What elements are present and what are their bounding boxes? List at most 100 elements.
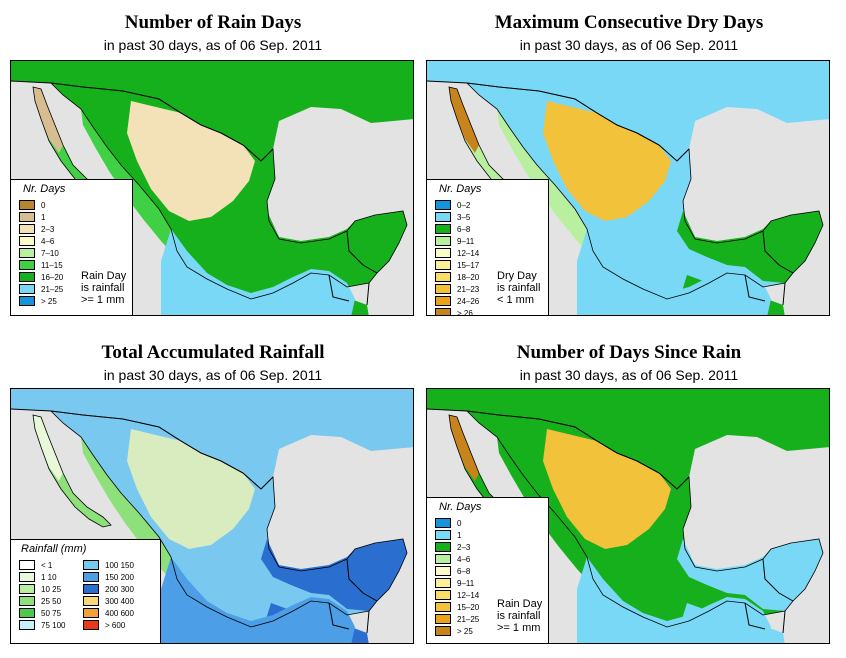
coastline [465, 410, 824, 628]
legend-label: 0 [41, 200, 46, 210]
legend-item: 1 [19, 212, 45, 222]
legend-label: 18–20 [457, 272, 480, 282]
legend-swatch [19, 260, 35, 270]
legend-swatch [19, 284, 35, 294]
country-border [366, 282, 370, 306]
legend-swatch [19, 620, 35, 630]
note-line: Rain Day [497, 598, 543, 610]
legend-label: 15–20 [457, 602, 480, 612]
legend-label: 16–20 [41, 272, 64, 282]
map-dry-days: Nr. Days 0–2 3–5 6–8 9–11 12–14 15–17 18–20 21–… [426, 60, 830, 316]
definition-note: Rain Day is rainfall >= 1 mm [81, 270, 126, 306]
legend-swatch [19, 236, 35, 246]
panel-rain-days: Number of Rain Days in past 30 days, as … [8, 0, 418, 330]
definition-note: Dry Day is rainfall < 1 mm [497, 270, 540, 306]
legend-label: 100 150 [105, 560, 134, 570]
country-border [744, 274, 766, 302]
map-total-rainfall: Rainfall (mm) < 1 1 10 10 25 25 50 50 75 75 1… [10, 388, 414, 644]
legend-swatch [19, 296, 35, 306]
legend-swatch [435, 308, 451, 315]
legend-item: 12–14 [435, 590, 479, 600]
map-rain-days: Nr. Days 0 1 2–3 4–6 7–10 11–15 16–20 21–25 > 25… [10, 60, 414, 316]
legend-label: > 25 [41, 296, 57, 306]
definition-note: Rain Day is rainfall >= 1 mm [497, 598, 542, 634]
legend-label: 6–8 [457, 566, 471, 576]
legend: Nr. Days 0–2 3–5 6–8 9–11 12–14 15–17 18–20 21–… [427, 179, 549, 315]
legend-swatch [435, 284, 451, 294]
panel-dry-days: Maximum Consecutive Dry Days in past 30 … [424, 0, 834, 330]
country-border [346, 558, 378, 602]
legend-swatch [19, 560, 35, 570]
panel-subtitle: in past 30 days, as of 06 Sep. 2011 [103, 367, 323, 383]
legend-label: > 25 [457, 626, 473, 636]
legend-item: 300 400 [83, 596, 134, 606]
legend-item: 200 300 [83, 584, 134, 594]
legend-swatch [435, 530, 451, 540]
legend-label: 4–6 [457, 554, 471, 564]
legend-item: 10 25 [19, 584, 61, 594]
mexico-map [427, 389, 829, 643]
legend-swatch [19, 200, 35, 210]
mexico-map [11, 61, 413, 315]
legend-label: 12–14 [457, 590, 480, 600]
legend-swatch [435, 590, 451, 600]
region-south [577, 229, 771, 315]
legend-swatch [19, 608, 35, 618]
note-line: is rainfall [497, 610, 541, 622]
legend-swatch [435, 614, 451, 624]
legend-item: < 1 [19, 560, 52, 570]
legend: Rainfall (mm) < 1 1 10 10 25 25 50 50 75 75 1… [11, 539, 161, 643]
legend-swatch [435, 554, 451, 564]
legend-swatch [19, 212, 35, 222]
legend-label: 50 75 [41, 608, 62, 618]
legend-swatch [19, 584, 35, 594]
region-pacific-coast [81, 109, 187, 261]
legend-item: 18–20 [435, 272, 479, 282]
legend-item: 0–2 [435, 200, 470, 210]
region-northwest [33, 415, 63, 481]
legend-item: 6–8 [435, 566, 470, 576]
region-plateau [543, 101, 671, 221]
country-border [782, 282, 786, 306]
panel-title: Maximum Consecutive Dry Days [494, 12, 764, 33]
legend-swatch [19, 596, 35, 606]
note-line: is rainfall [81, 282, 125, 294]
legend-label: 4–6 [41, 236, 55, 246]
legend-label: 6–8 [457, 224, 471, 234]
region-plateau [127, 101, 255, 221]
legend-item: 7–10 [19, 248, 59, 258]
legend-item: 6–8 [435, 224, 470, 234]
country-border [782, 610, 786, 634]
region-yucatan [677, 539, 823, 611]
legend-label: 11–15 [41, 260, 63, 270]
region-usa [427, 389, 829, 489]
note-line: >= 1 mm [497, 622, 541, 634]
legend-item: 9–11 [435, 236, 474, 246]
region-south [161, 557, 355, 643]
legend-label: 75 100 [41, 620, 66, 630]
coastline [465, 82, 824, 300]
coastline [49, 82, 408, 300]
legend-label: 200 300 [105, 584, 134, 594]
legend-label: 1 10 [41, 572, 57, 582]
region-pacific-coast [497, 437, 603, 589]
legend-label: 3–5 [457, 212, 471, 222]
legend-item: 21–25 [19, 284, 63, 294]
legend-label: 2–3 [457, 542, 471, 552]
region-plateau [127, 429, 255, 549]
legend-label: 24–26 [457, 296, 480, 306]
legend-title: Nr. Days [439, 183, 482, 195]
legend-item: 12–14 [435, 248, 479, 258]
region-usa [11, 389, 413, 489]
legend-item: > 25 [19, 296, 57, 306]
mexico-map [427, 61, 829, 315]
legend-swatch [435, 542, 451, 552]
legend-swatch [435, 260, 451, 270]
legend-label: 150 200 [105, 572, 134, 582]
region-northwest [449, 87, 479, 153]
legend-label: 9–11 [457, 236, 475, 246]
legend-swatch [83, 560, 99, 570]
legend-swatch [83, 596, 99, 606]
legend-swatch [19, 224, 35, 234]
legend-label: 2–3 [41, 224, 55, 234]
